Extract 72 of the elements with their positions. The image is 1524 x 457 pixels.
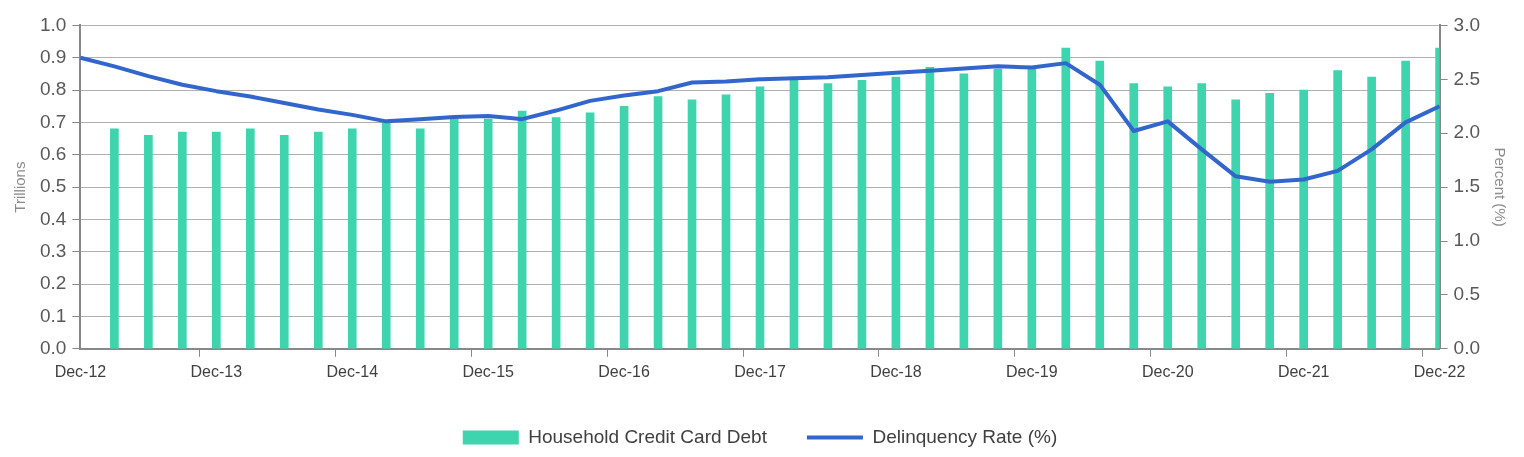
x-tick-label: Dec-15 xyxy=(462,362,515,380)
y-tick-label: 0.0 xyxy=(39,337,67,359)
bar xyxy=(653,96,663,349)
y2-tick-label: 0.0 xyxy=(1453,337,1481,359)
bar xyxy=(993,68,1003,349)
bar xyxy=(1265,92,1275,349)
bar xyxy=(212,131,221,349)
bar xyxy=(755,86,765,349)
bar xyxy=(178,131,187,349)
bar xyxy=(415,128,425,349)
bar xyxy=(585,112,595,349)
x-tick-label: Dec-19 xyxy=(1006,362,1058,380)
y-tick-label: 0.5 xyxy=(39,175,67,197)
bar xyxy=(823,83,833,349)
legend-label: Household Credit Card Debt xyxy=(528,425,768,447)
y2-axis-title: Percent (%) xyxy=(1491,147,1509,227)
bar xyxy=(1027,67,1037,349)
bar xyxy=(1333,70,1342,349)
bar xyxy=(687,99,697,349)
bar xyxy=(789,80,799,349)
y-tick-label: 0.9 xyxy=(39,45,67,67)
bar xyxy=(517,110,527,349)
bar xyxy=(347,128,357,349)
x-tick-label: Dec-16 xyxy=(598,362,650,380)
x-tick-label: Dec-13 xyxy=(190,362,243,380)
bar xyxy=(1061,47,1071,349)
bar xyxy=(551,117,561,349)
y-tick-label: 0.7 xyxy=(39,110,67,132)
bar xyxy=(483,118,493,349)
bar xyxy=(1163,86,1173,349)
bar xyxy=(925,67,935,349)
bar xyxy=(1129,83,1139,349)
bar xyxy=(144,135,153,349)
bar xyxy=(313,131,323,349)
bar xyxy=(619,105,629,349)
bar xyxy=(1231,99,1241,349)
y-tick-label: 0.6 xyxy=(39,142,67,164)
y2-tick-label: 1.5 xyxy=(1453,175,1481,197)
bar xyxy=(1197,83,1207,349)
y-tick-label: 1.0 xyxy=(39,13,67,35)
y-tick-label: 0.2 xyxy=(39,272,67,294)
x-tick-label: Dec-20 xyxy=(1141,362,1194,380)
bar xyxy=(279,135,289,349)
legend-label: Delinquency Rate (%) xyxy=(872,425,1058,447)
x-tick-label: Dec-12 xyxy=(54,362,107,380)
x-tick-label: Dec-18 xyxy=(870,362,922,380)
y2-tick-label: 2.5 xyxy=(1453,67,1481,89)
y2-tick-label: 3.0 xyxy=(1453,13,1481,35)
bar xyxy=(959,73,969,349)
y2-tick-label: 2.0 xyxy=(1453,121,1481,143)
y2-tick-label: 1.0 xyxy=(1453,229,1481,251)
bar xyxy=(891,76,901,349)
y-tick-label: 0.8 xyxy=(39,78,67,100)
y-tick-label: 0.4 xyxy=(39,207,67,229)
bar xyxy=(857,80,867,349)
bar xyxy=(1401,60,1410,349)
y-tick-label: 0.3 xyxy=(39,240,67,262)
x-tick-label: Dec-21 xyxy=(1277,362,1330,380)
bar xyxy=(449,118,459,349)
bar xyxy=(721,94,731,349)
y2-tick-label: 0.5 xyxy=(1453,283,1481,305)
x-tick-label: Dec-22 xyxy=(1413,362,1466,380)
bar xyxy=(1095,60,1105,349)
bar xyxy=(1367,76,1376,349)
bar xyxy=(381,122,391,349)
y-axis-title: Trillions xyxy=(11,161,29,213)
bar xyxy=(1299,89,1308,349)
x-tick-label: Dec-17 xyxy=(734,362,786,380)
x-tick-label: Dec-14 xyxy=(326,362,379,380)
bar xyxy=(110,128,119,349)
bar xyxy=(245,128,255,349)
y-tick-label: 0.1 xyxy=(39,304,67,326)
